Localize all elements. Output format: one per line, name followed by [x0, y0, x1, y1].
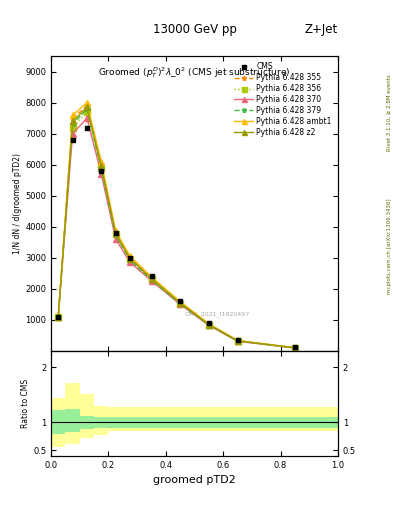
Pythia 6.428 379	[292, 345, 298, 351]
Y-axis label: 1/N dN / d(groomed pTD2): 1/N dN / d(groomed pTD2)	[13, 153, 22, 254]
Pythia 6.428 355	[235, 337, 240, 344]
Pythia 6.428 ambt1	[128, 253, 132, 259]
Pythia 6.428 356	[113, 231, 118, 238]
Pythia 6.428 379	[99, 166, 104, 173]
CMS	[70, 137, 75, 143]
Pythia 6.428 355	[178, 300, 183, 306]
Pythia 6.428 379	[70, 121, 75, 127]
Pythia 6.428 356	[149, 276, 154, 283]
Pythia 6.428 355	[84, 103, 89, 109]
Text: CMS_2021_I1920497: CMS_2021_I1920497	[185, 311, 250, 317]
Pythia 6.428 356	[99, 165, 104, 171]
Pythia 6.428 370	[56, 313, 61, 319]
Pythia 6.428 ambt1	[149, 274, 154, 280]
Text: Z+Jet: Z+Jet	[305, 23, 338, 36]
CMS	[128, 254, 132, 261]
Pythia 6.428 ambt1	[70, 112, 75, 118]
Text: Groomed $(p_T^D)^2\lambda\_0^2$ (CMS jet substructure): Groomed $(p_T^D)^2\lambda\_0^2$ (CMS jet…	[98, 65, 291, 80]
Pythia 6.428 379	[207, 322, 211, 328]
X-axis label: groomed pTD2: groomed pTD2	[153, 475, 236, 485]
Pythia 6.428 356	[292, 345, 298, 351]
Pythia 6.428 355	[128, 254, 132, 261]
Pythia 6.428 379	[178, 301, 183, 307]
Pythia 6.428 ambt1	[99, 159, 104, 165]
Pythia 6.428 379	[56, 313, 61, 319]
Pythia 6.428 370	[178, 302, 183, 308]
Pythia 6.428 379	[235, 338, 240, 344]
Pythia 6.428 370	[113, 236, 118, 242]
Line: Pythia 6.428 379: Pythia 6.428 379	[55, 106, 298, 351]
Pythia 6.428 370	[128, 259, 132, 265]
Line: CMS: CMS	[56, 125, 298, 350]
Line: Pythia 6.428 ambt1: Pythia 6.428 ambt1	[55, 100, 298, 351]
Pythia 6.428 370	[84, 115, 89, 121]
Y-axis label: Ratio to CMS: Ratio to CMS	[21, 378, 30, 428]
Line: Pythia 6.428 355: Pythia 6.428 355	[55, 103, 298, 351]
Pythia 6.428 355	[56, 313, 61, 319]
Legend: CMS, Pythia 6.428 355, Pythia 6.428 356, Pythia 6.428 370, Pythia 6.428 379, Pyt: CMS, Pythia 6.428 355, Pythia 6.428 356,…	[232, 60, 334, 139]
Pythia 6.428 379	[149, 277, 154, 283]
Text: mcplots.cern.ch [arXiv:1306.3436]: mcplots.cern.ch [arXiv:1306.3436]	[387, 198, 391, 293]
Pythia 6.428 355	[292, 345, 298, 351]
Pythia 6.428 355	[113, 230, 118, 236]
Pythia 6.428 356	[235, 338, 240, 344]
Pythia 6.428 355	[70, 115, 75, 121]
Text: Rivet 3.1.10, ≥ 2.8M events: Rivet 3.1.10, ≥ 2.8M events	[387, 74, 391, 151]
CMS	[292, 345, 298, 351]
Pythia 6.428 ambt1	[113, 228, 118, 234]
Pythia 6.428 370	[207, 323, 211, 329]
CMS	[113, 230, 118, 236]
Pythia 6.428 356	[128, 256, 132, 262]
Pythia 6.428 370	[70, 131, 75, 137]
Pythia 6.428 356	[84, 109, 89, 115]
Pythia 6.428 ambt1	[178, 298, 183, 305]
Pythia 6.428 ambt1	[84, 100, 89, 106]
Pythia 6.428 z2	[149, 275, 154, 282]
CMS	[84, 124, 89, 131]
Pythia 6.428 z2	[84, 104, 89, 111]
Pythia 6.428 z2	[113, 230, 118, 237]
Pythia 6.428 z2	[56, 313, 61, 319]
CMS	[56, 313, 61, 319]
Pythia 6.428 370	[235, 338, 240, 345]
CMS	[235, 337, 240, 343]
Pythia 6.428 355	[99, 162, 104, 168]
Pythia 6.428 ambt1	[207, 321, 211, 327]
Pythia 6.428 370	[149, 278, 154, 284]
Pythia 6.428 370	[99, 171, 104, 177]
Pythia 6.428 z2	[207, 322, 211, 328]
CMS	[99, 168, 104, 174]
Text: 13000 GeV pp: 13000 GeV pp	[152, 23, 237, 36]
Pythia 6.428 379	[128, 257, 132, 263]
Line: Pythia 6.428 z2: Pythia 6.428 z2	[55, 104, 298, 351]
Pythia 6.428 z2	[292, 345, 298, 351]
Pythia 6.428 z2	[70, 118, 75, 124]
CMS	[207, 319, 211, 326]
Pythia 6.428 356	[207, 322, 211, 328]
CMS	[149, 273, 154, 280]
Pythia 6.428 356	[178, 301, 183, 307]
Pythia 6.428 370	[292, 345, 298, 351]
Line: Pythia 6.428 356: Pythia 6.428 356	[55, 109, 298, 351]
Pythia 6.428 z2	[178, 300, 183, 306]
Pythia 6.428 356	[70, 124, 75, 131]
Pythia 6.428 ambt1	[56, 313, 61, 319]
Pythia 6.428 z2	[235, 337, 240, 344]
Pythia 6.428 355	[149, 275, 154, 281]
Pythia 6.428 355	[207, 321, 211, 327]
Pythia 6.428 ambt1	[292, 345, 298, 351]
Pythia 6.428 z2	[99, 163, 104, 169]
Pythia 6.428 z2	[128, 255, 132, 262]
Pythia 6.428 ambt1	[235, 337, 240, 344]
Line: Pythia 6.428 370: Pythia 6.428 370	[55, 116, 298, 351]
Pythia 6.428 379	[84, 106, 89, 112]
CMS	[178, 298, 183, 304]
Pythia 6.428 356	[56, 313, 61, 319]
Pythia 6.428 379	[113, 232, 118, 239]
